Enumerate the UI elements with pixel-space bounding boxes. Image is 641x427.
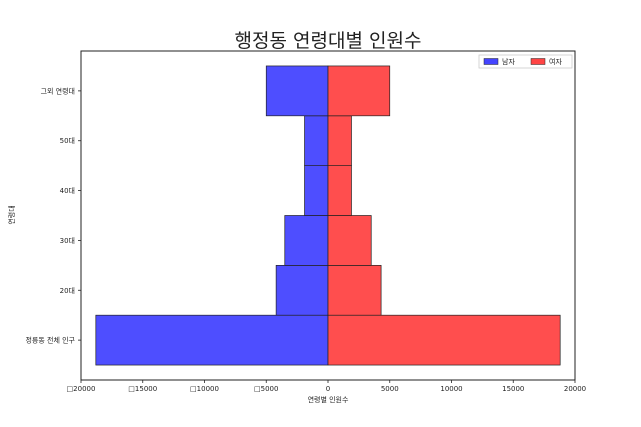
y-tick-label: 50대	[60, 137, 75, 145]
x-tick-label: 20000	[564, 385, 586, 393]
bar-male-4	[304, 115, 329, 167]
bar-female-3	[327, 165, 352, 216]
bar-male-5	[265, 65, 329, 117]
bar-female-2	[327, 215, 372, 266]
legend-box	[478, 54, 573, 69]
x-tick-label: □20000	[67, 385, 96, 393]
legend-swatch-0	[483, 58, 499, 65]
bar-female-1	[327, 264, 382, 316]
y-axis-ticks: 정릉동 전체 인구 20대 30대 40대 50대 그외 연령대	[25, 86, 81, 345]
bar-male-2	[284, 215, 329, 266]
x-tick-label: □5000	[254, 385, 278, 393]
bars-group	[95, 65, 561, 366]
legend-swatch-1	[530, 58, 546, 65]
bar-female-5	[327, 65, 391, 117]
bar-male-1	[275, 264, 329, 316]
y-tick-label: 20대	[60, 287, 75, 295]
bar-male-3	[304, 165, 329, 216]
legend: 남자 여자	[478, 54, 573, 69]
x-tick-label: 15000	[502, 385, 524, 393]
x-tick-label: 0	[326, 385, 330, 393]
bar-male-0	[95, 314, 329, 366]
chart-title: 행정동 연령대별 인원수	[235, 30, 422, 52]
x-tick-label: 10000	[440, 385, 462, 393]
x-tick-label: □10000	[190, 385, 219, 393]
x-axis-ticks: □20000 □15000 □10000 □5000 0 5000 10000 15000 20…	[67, 380, 586, 393]
y-tick-label: 40대	[60, 187, 75, 195]
x-tick-label: □15000	[128, 385, 157, 393]
y-axis-label: 연령대	[8, 205, 16, 224]
legend-label-0: 남자	[502, 57, 515, 66]
x-tick-label: 5000	[381, 385, 399, 393]
bar-female-0	[327, 314, 561, 366]
y-tick-label: 30대	[60, 237, 75, 245]
bar-female-4	[327, 115, 352, 167]
legend-label-1: 여자	[549, 57, 562, 66]
y-tick-label: 그외 연령대	[41, 86, 75, 95]
x-axis-label: 연령별 인원수	[308, 395, 349, 404]
y-tick-label: 정릉동 전체 인구	[25, 336, 75, 345]
